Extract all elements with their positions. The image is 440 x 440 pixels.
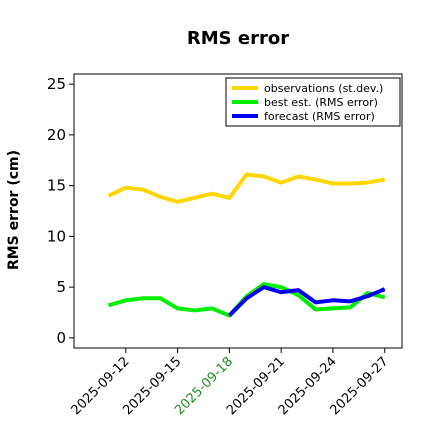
y-tick-label: 15 [47, 177, 66, 195]
series-line-2 [227, 285, 386, 317]
y-tick-label: 10 [47, 227, 66, 245]
y-tick-label: 0 [56, 329, 66, 347]
y-axis-label: RMS error (cm) [6, 150, 22, 270]
plot-frame [73, 73, 403, 349]
y-tick-label: 5 [56, 278, 66, 296]
series-line-0 [107, 172, 386, 204]
chart-title: RMS error [187, 28, 289, 49]
legend-label: forecast (RMS error) [264, 110, 375, 123]
y-tick-label: 20 [47, 126, 66, 144]
legend-label: observations (st.dev.) [264, 82, 383, 95]
legend: observations (st.dev.)best est. (RMS err… [225, 77, 401, 127]
legend-label: best est. (RMS error) [264, 96, 378, 109]
y-tick-label: 25 [47, 75, 66, 93]
